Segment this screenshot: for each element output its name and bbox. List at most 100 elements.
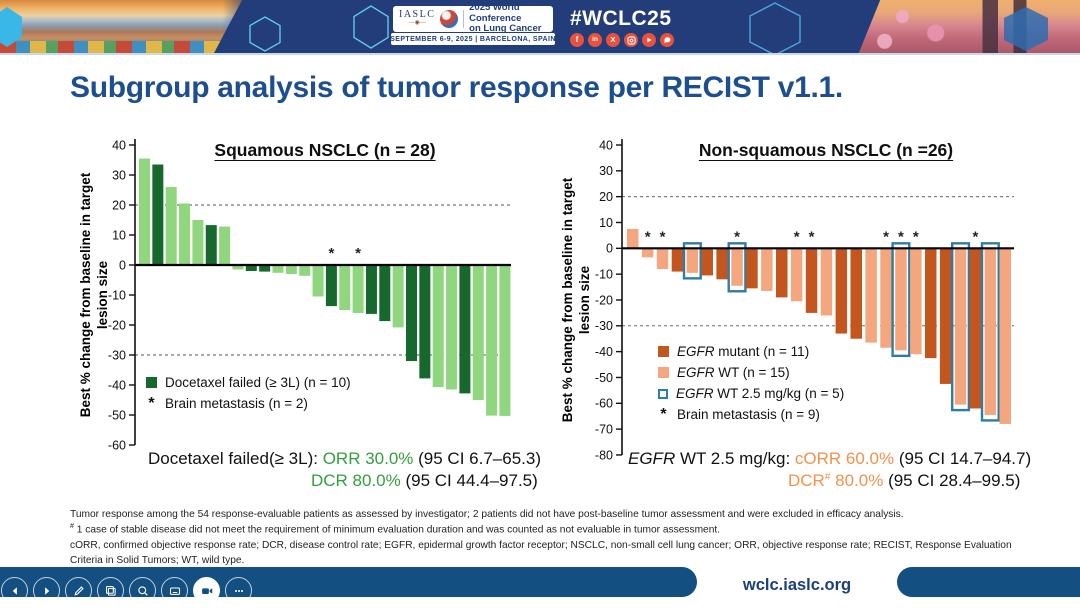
waterfall-bar: [865, 248, 877, 343]
waterfall-bar: [379, 265, 391, 322]
waterfall-bar: [285, 265, 297, 274]
facebook-icon: f: [570, 33, 584, 47]
waterfall-bar: [259, 265, 271, 272]
legend-label: Brain metastasis (n = 2): [165, 396, 308, 411]
waterfall-bar: [820, 248, 833, 316]
toolbar-more-button[interactable]: [225, 577, 252, 604]
svg-text:-70: -70: [595, 422, 613, 436]
magnifier-icon: [137, 585, 148, 596]
next-icon: [44, 586, 49, 595]
footnote-line: # 1 case of stable disease did not meet …: [70, 523, 721, 536]
orr-stats-line: Docetaxel failed(≥ 3L): ORR 30.0% (95 CI…: [148, 449, 541, 469]
y-axis-label: Best % change from baseline in target le…: [560, 177, 592, 423]
waterfall-bar: [272, 265, 284, 273]
chart-title-non-squamous: Non-squamous NSCLC (n =26): [698, 140, 954, 160]
toolbar-zoom-button[interactable]: [129, 577, 156, 604]
chart-title-squamous: Squamous NSCLC (n = 28): [214, 140, 436, 160]
waterfall-bar: [299, 265, 311, 276]
waterfall-bar: [432, 265, 444, 388]
toolbar-previous-button[interactable]: [1, 577, 28, 604]
waterfall-bar: [805, 248, 818, 313]
waterfall-bar: [219, 226, 231, 265]
svg-text:-50: -50: [595, 371, 613, 385]
previous-icon: [12, 586, 17, 595]
brain-metastasis-asterisk: *: [328, 245, 334, 262]
legend-swatch-egfr-wt: [658, 367, 669, 378]
waterfall-bar: [850, 248, 862, 339]
svg-text:-60: -60: [595, 397, 613, 411]
legend-item: * Brain metastasis (n = 2): [146, 393, 351, 414]
waterfall-bar: [325, 265, 337, 307]
svg-text:-40: -40: [108, 378, 126, 392]
squamous-nsclc-chart: Squamous NSCLC (n = 28) Best % change fr…: [78, 130, 548, 510]
waterfall-bar: [165, 187, 177, 265]
waterfall-bar: [895, 248, 907, 351]
dose-2-5-highlight-box: [727, 242, 747, 293]
conference-date-location: SEPTEMBER 6-9, 2025 | BARCELONA, SPAIN: [390, 33, 555, 45]
keyboard-icon: [169, 586, 180, 595]
waterfall-bar: [686, 248, 699, 273]
slide-title: Subgroup analysis of tumor response per …: [70, 71, 843, 104]
footnote-line: Tumor response among the 54 response-eva…: [70, 509, 904, 520]
svg-text:-20: -20: [108, 318, 126, 332]
waterfall-bar: [192, 220, 204, 265]
wclc-emblem-icon: [440, 10, 459, 28]
stats-label: Docetaxel failed(≥ 3L):: [148, 449, 323, 468]
svg-text:-50: -50: [108, 408, 126, 422]
footnotes: Tumor response among the 54 response-eva…: [70, 507, 1018, 569]
social-icons-row: f in X: [570, 33, 674, 47]
toolbar-next-button[interactable]: [33, 577, 60, 604]
waterfall-bar: [880, 248, 892, 348]
svg-text:20: 20: [599, 190, 613, 204]
waterfall-bar: [939, 248, 952, 384]
waterfall-bar: [969, 248, 982, 409]
orr-ci: (95 CI 6.7–65.3): [413, 449, 541, 468]
svg-text:30: 30: [112, 168, 126, 182]
svg-text:0: 0: [119, 258, 126, 272]
dose-2-5-highlight-box: [980, 242, 1000, 422]
toolbar-pen-button[interactable]: [65, 577, 92, 604]
svg-text:-10: -10: [108, 288, 126, 302]
svg-text:0: 0: [606, 242, 613, 256]
toolbar-camera-button[interactable]: [193, 577, 220, 604]
svg-text:10: 10: [112, 228, 126, 242]
stats-label: WT 2.5 mg/kg:: [675, 449, 795, 468]
legend-item: EGFR WT 2.5 mg/kg (n = 5): [658, 383, 844, 404]
dcr-stats-line: DCR 80.0% (95 CI 44.4–97.5): [311, 471, 538, 491]
waterfall-bar: [761, 248, 773, 291]
brain-metastasis-asterisk: *: [660, 228, 666, 245]
dose-2-5-highlight-box: [951, 242, 971, 412]
waterfall-bar: [139, 158, 150, 265]
footnote-line: cORR, confirmed objective response rate;…: [70, 539, 1012, 567]
legend-label: EGFR WT 2.5 mg/kg (n = 5): [676, 386, 845, 401]
legend-non-squamous: EGFR mutant (n = 11) EGFR WT (n = 15) EG…: [658, 341, 844, 425]
waterfall-bar: [656, 248, 669, 269]
waterfall-bar: [446, 265, 458, 390]
x-icon: X: [606, 33, 620, 47]
toolbar-keyboard-button[interactable]: [161, 577, 188, 604]
brain-metastasis-asterisk: *: [898, 228, 904, 245]
dose-2-5-highlight-box: [891, 242, 911, 358]
brain-metastasis-asterisk: *: [973, 228, 979, 245]
legend-item: * Brain metastasis (n = 9): [658, 404, 844, 425]
waterfall-bar: [999, 248, 1011, 424]
asterisk-icon: *: [660, 405, 667, 423]
divider: [463, 10, 465, 28]
waterfall-bar: [179, 203, 191, 265]
waterfall-bar: [392, 265, 404, 328]
waterfall-bar: [232, 265, 244, 270]
dose-2-5-highlight-box: [682, 242, 702, 280]
brain-metastasis-asterisk: *: [883, 228, 889, 245]
waterfall-bar: [790, 248, 803, 302]
legend-item: EGFR WT (n = 15): [658, 362, 844, 383]
toolbar-slides-button[interactable]: [97, 577, 124, 604]
legend-swatch-egfr-wt-dose-box: [658, 388, 668, 399]
ellipsis-icon: [234, 589, 243, 592]
svg-text:10: 10: [599, 216, 613, 230]
dcr-value: DCR# 80.0%: [788, 471, 884, 490]
waterfall-bar: [731, 248, 743, 286]
svg-text:40: 40: [112, 138, 126, 152]
waterfall-bar: [627, 228, 639, 249]
waterfall-bar: [984, 248, 997, 415]
iaslc-logo: IASLC —◉—: [399, 9, 436, 27]
